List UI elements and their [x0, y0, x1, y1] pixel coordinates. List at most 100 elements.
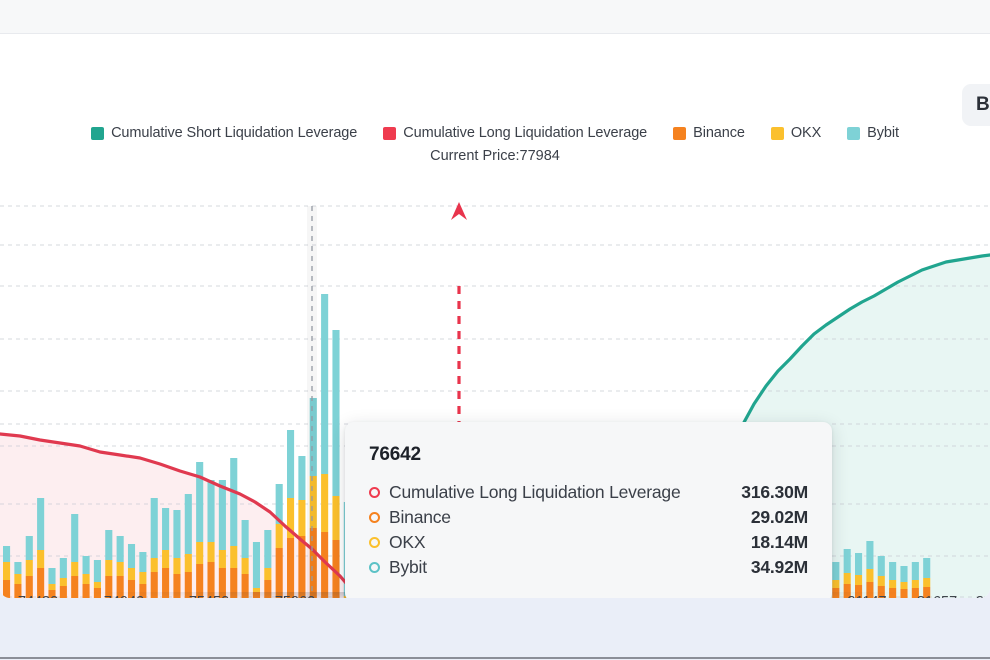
bar-segment [150, 558, 158, 572]
bar-segment [150, 498, 158, 558]
toolbar-button[interactable]: B [962, 84, 990, 126]
bar-segment [162, 508, 170, 550]
current-price-arrowhead [451, 202, 467, 220]
bar-segment [82, 574, 90, 584]
bar-segment [298, 500, 306, 536]
legend-label: Binance [693, 125, 745, 141]
bar-segment [855, 585, 863, 598]
legend-label: OKX [790, 125, 822, 141]
tooltip-row: Cumulative Long Liquidation Leverage 316… [369, 482, 808, 503]
legend-item-cumulative-long[interactable]: Cumulative Long Liquidation Leverage [383, 126, 647, 141]
current-price-annotation: Current Price:77984 [430, 147, 560, 164]
legend-label: Bybit [867, 125, 899, 141]
bar-segment [196, 462, 204, 542]
bar-segment [832, 588, 840, 598]
bar-segment [48, 584, 56, 590]
bar-segment [59, 558, 67, 578]
bar-segment [832, 562, 840, 580]
bar-segment [832, 580, 840, 588]
bar-segment [911, 580, 919, 588]
legend-item-okx[interactable]: OKX [770, 125, 822, 141]
bar-segment [71, 576, 79, 598]
bar-segment [923, 578, 931, 587]
tooltip-marker-icon [369, 487, 380, 498]
tooltip-row: Bybit 34.92M [369, 557, 808, 578]
bar-segment [877, 576, 885, 586]
tooltip-marker-icon [369, 537, 380, 548]
tooltip-series-value: 316.30M [741, 482, 808, 502]
current-price-arrow [451, 202, 467, 429]
tooltip-series-label: Cumulative Long Liquidation Leverage [389, 482, 681, 502]
bar-segment [48, 590, 56, 598]
bar-segment [866, 569, 874, 582]
bar-segment [173, 574, 181, 598]
bar-segment [25, 560, 33, 576]
bar-segment [855, 553, 863, 575]
chart-legend: Cumulative Short Liquidation Leverage Cu… [0, 126, 990, 163]
x-axis-tick-label: 821 [976, 594, 990, 598]
bar-segment [264, 568, 272, 580]
bar-segment [855, 575, 863, 585]
bar-segment [196, 564, 204, 598]
chart-card: ap B Cumulative Short Liquidation Levera… [0, 34, 990, 598]
bar-segment [298, 456, 306, 500]
bar-segment [25, 576, 33, 598]
bar-segment [139, 584, 147, 598]
bar-segment [241, 520, 249, 558]
bar-segment [889, 580, 897, 588]
x-axis-tick-label: 81147 [847, 594, 886, 598]
legend-swatch-icon [847, 126, 861, 140]
bar-segment [866, 541, 874, 569]
tooltip-series-label: OKX [389, 532, 426, 552]
bar-segment [127, 544, 136, 568]
tooltip-row: OKX 18.14M [369, 532, 808, 553]
bar-segment [116, 536, 124, 562]
legend-swatch-icon [770, 126, 784, 140]
bar-segment [230, 568, 238, 598]
bar-segment [843, 549, 851, 573]
bar-segment [105, 530, 113, 560]
x-axis-tick-label: 74432 [18, 594, 58, 598]
bar-segment [275, 524, 283, 548]
bar-segment [82, 556, 90, 574]
bar-segment [25, 536, 33, 560]
cursor-highlight-band [307, 206, 317, 598]
hover-cursor [307, 206, 317, 598]
bar-segment [900, 582, 908, 589]
legend-item-bybit[interactable]: Bybit [847, 126, 899, 141]
legend-item-binance[interactable]: Binance [673, 126, 745, 141]
tooltip-series-value: 18.14M [750, 532, 808, 552]
tooltip-series-value: 29.02M [750, 507, 808, 527]
bar-segment [911, 588, 919, 598]
bar-segment [139, 552, 147, 572]
bar-segment [321, 532, 329, 598]
bar-segment [48, 568, 56, 584]
bar-segment [252, 542, 261, 588]
bar-segment [252, 588, 261, 592]
bar-segment [275, 548, 283, 598]
bottom-divider [0, 657, 990, 659]
bar-segment [866, 582, 874, 598]
bar-segment [59, 578, 67, 586]
bar-segment [287, 538, 295, 598]
bar-segment [14, 584, 22, 598]
x-axis-tick-label: 75962 [275, 594, 315, 598]
bar-segment [139, 572, 147, 584]
bar-segment [332, 330, 340, 496]
bar-segment [287, 430, 295, 498]
bar-segment [298, 536, 306, 598]
bar-segment [93, 582, 101, 588]
bar-segment [207, 562, 215, 598]
bar-segment [82, 584, 90, 598]
bar-segment [37, 568, 45, 598]
bar-segment [923, 587, 931, 598]
bar-segment [59, 586, 67, 598]
bar-segment [309, 476, 317, 528]
bar-segment [3, 580, 11, 598]
bar-segment [843, 584, 851, 598]
bar-segment [127, 568, 136, 580]
bar-segment [71, 562, 79, 576]
legend-item-cumulative-short[interactable]: Cumulative Short Liquidation Leverage [91, 126, 357, 141]
browser-top-strip [0, 0, 990, 34]
